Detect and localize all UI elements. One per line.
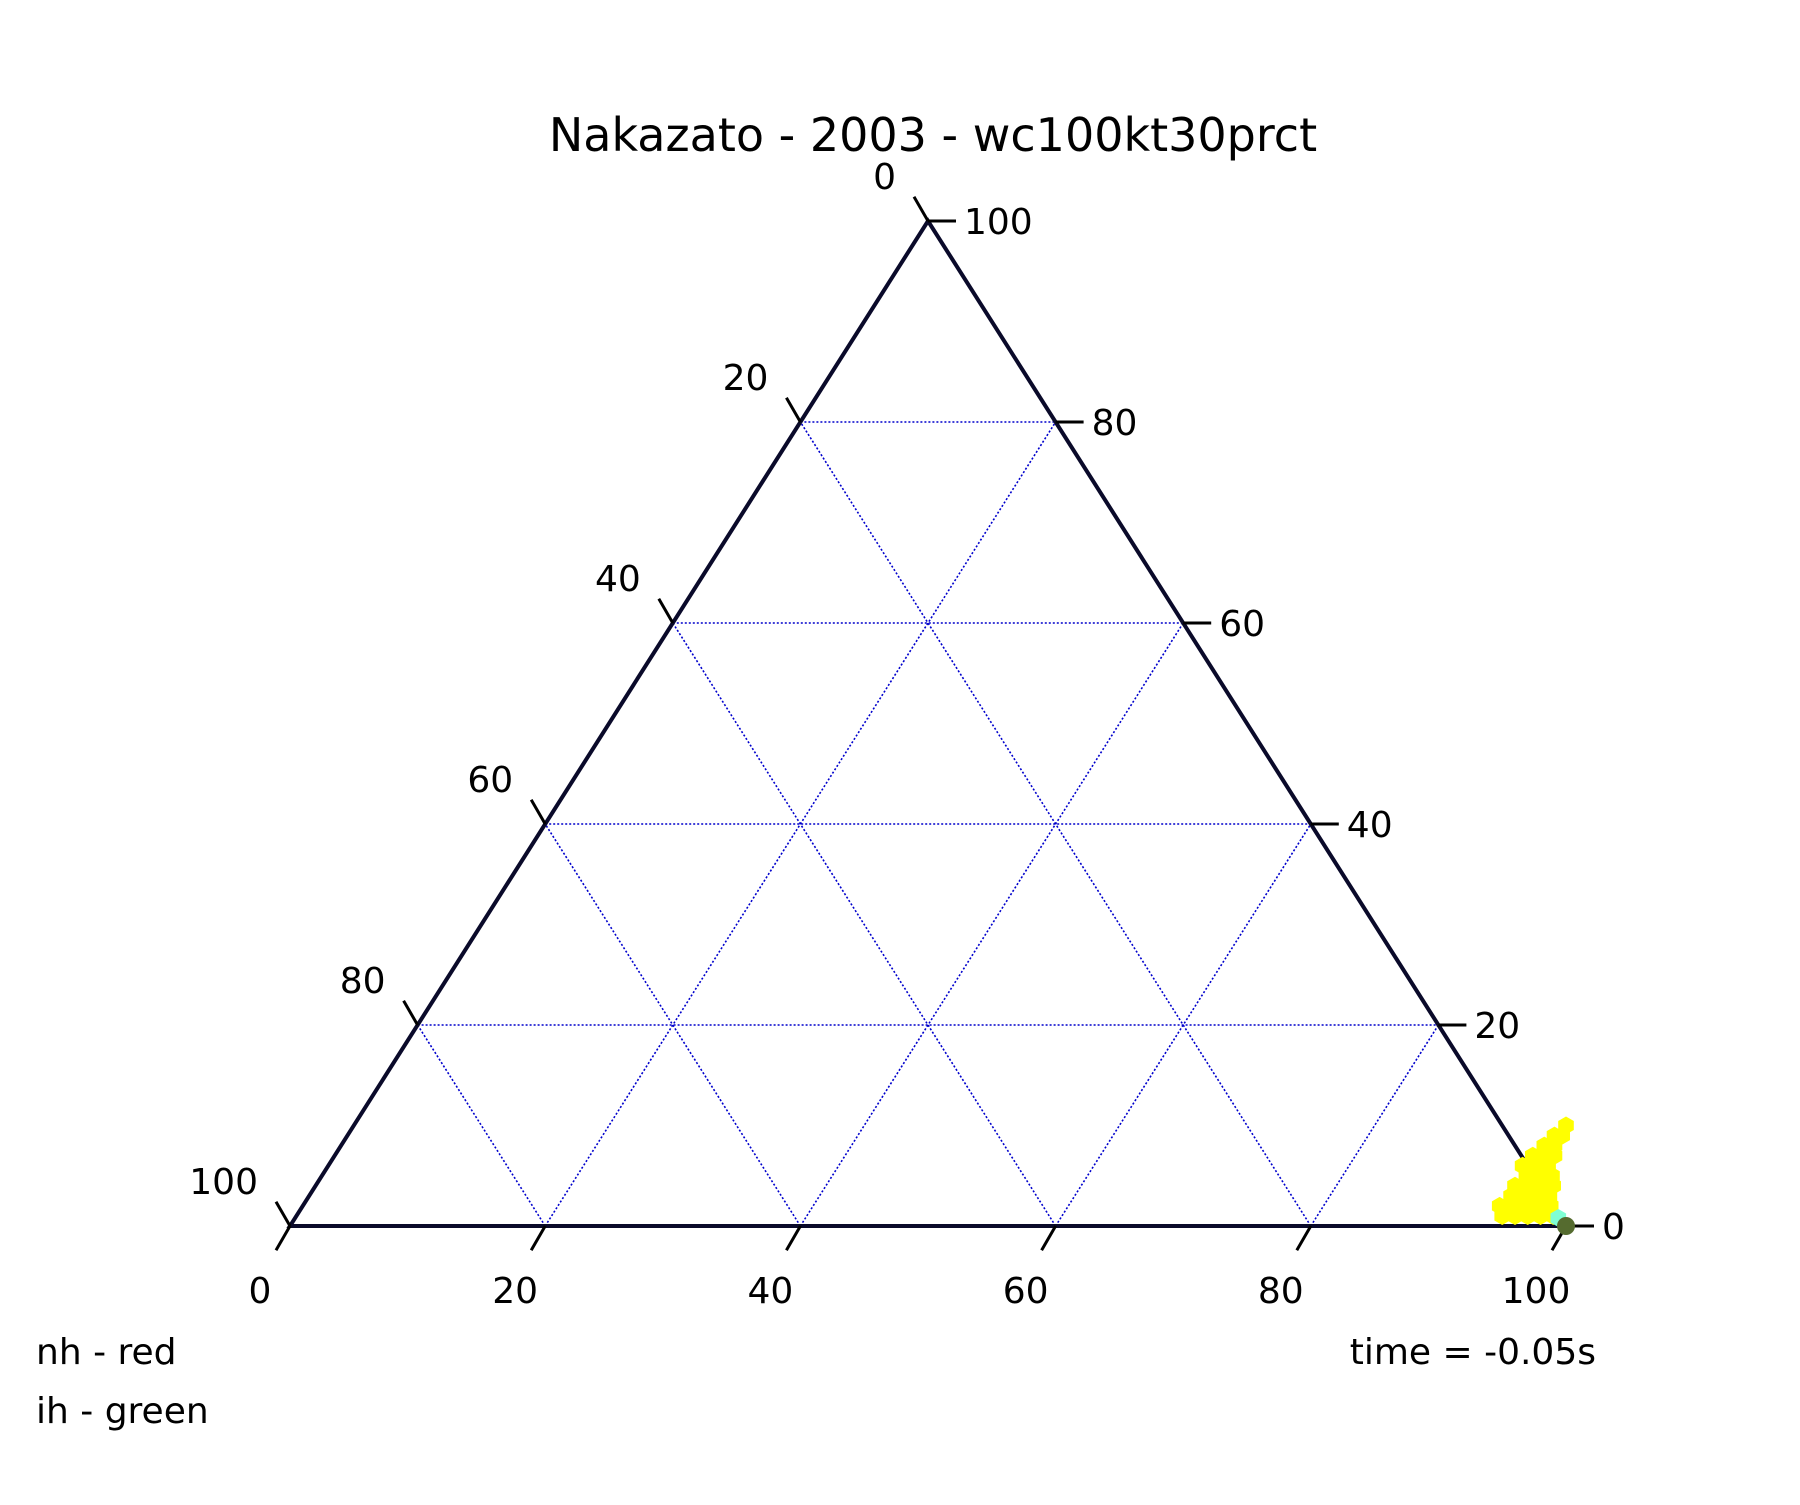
bottom-tick-label: 100: [1502, 1271, 1571, 1312]
data-point: [1507, 1176, 1523, 1195]
right-tick-label: 40: [1347, 805, 1393, 846]
chart-title: Nakazato - 2003 - wc100kt30prct: [549, 108, 1317, 162]
bottom-tick-label: 60: [1003, 1271, 1049, 1312]
time-label: time = -0.05s: [1350, 1332, 1596, 1373]
left-tick-label: 80: [340, 961, 386, 1002]
grid-line: [672, 622, 1057, 1227]
grid-line: [1054, 823, 1312, 1227]
data-point: [1491, 1196, 1508, 1215]
left-tick-label: 60: [467, 760, 513, 801]
bottom-tick-label: 0: [249, 1271, 272, 1312]
bottom-tick-label: 20: [492, 1271, 538, 1312]
triangle-border: [286, 217, 1570, 1228]
grid-line: [416, 1024, 546, 1227]
left-tick-label: 40: [595, 559, 641, 600]
bottom-tick: [1295, 1225, 1313, 1251]
bottom-tick: [529, 1225, 547, 1251]
right-tick-label: 80: [1092, 403, 1138, 444]
bottom-tick: [785, 1225, 802, 1251]
right-tick-label: 100: [964, 202, 1033, 243]
right-tick-label: 20: [1474, 1006, 1520, 1047]
left-tick: [529, 799, 547, 825]
grid-line: [1310, 1024, 1440, 1227]
data-point: [1514, 1156, 1531, 1175]
bottom-tick: [1040, 1225, 1057, 1251]
legend-line-ih: ih - green: [36, 1391, 209, 1432]
left-tick: [785, 397, 802, 423]
bottom-tick-label: 80: [1258, 1271, 1304, 1312]
left-tick: [274, 1201, 292, 1227]
left-tick: [657, 598, 675, 624]
left-tick-label: 0: [873, 157, 896, 198]
bottom-tick: [274, 1225, 292, 1251]
legend-line-nh: nh - red: [36, 1332, 177, 1373]
bottom-tick-label: 40: [747, 1271, 793, 1312]
left-tick-label: 20: [723, 358, 769, 399]
grid-line: [799, 622, 1184, 1227]
grid-line: [544, 823, 802, 1227]
axes-layer: [286, 217, 1570, 1228]
right-tick-label: 0: [1602, 1207, 1625, 1248]
grid-layer: [416, 421, 1440, 1227]
left-tick: [402, 1000, 419, 1026]
points-layer: [1491, 1116, 1575, 1235]
data-point: [1558, 1116, 1574, 1135]
left-tick: [912, 196, 930, 222]
data-point: [1557, 1217, 1575, 1235]
left-tick-label: 100: [189, 1162, 258, 1203]
ticks-layer: 0 20 40 60 80 100 0 20 40 60 80 100 0 20 40 60 80 100: [189, 157, 1625, 1312]
right-tick-label: 60: [1219, 604, 1265, 645]
data-point: [1525, 1146, 1541, 1165]
